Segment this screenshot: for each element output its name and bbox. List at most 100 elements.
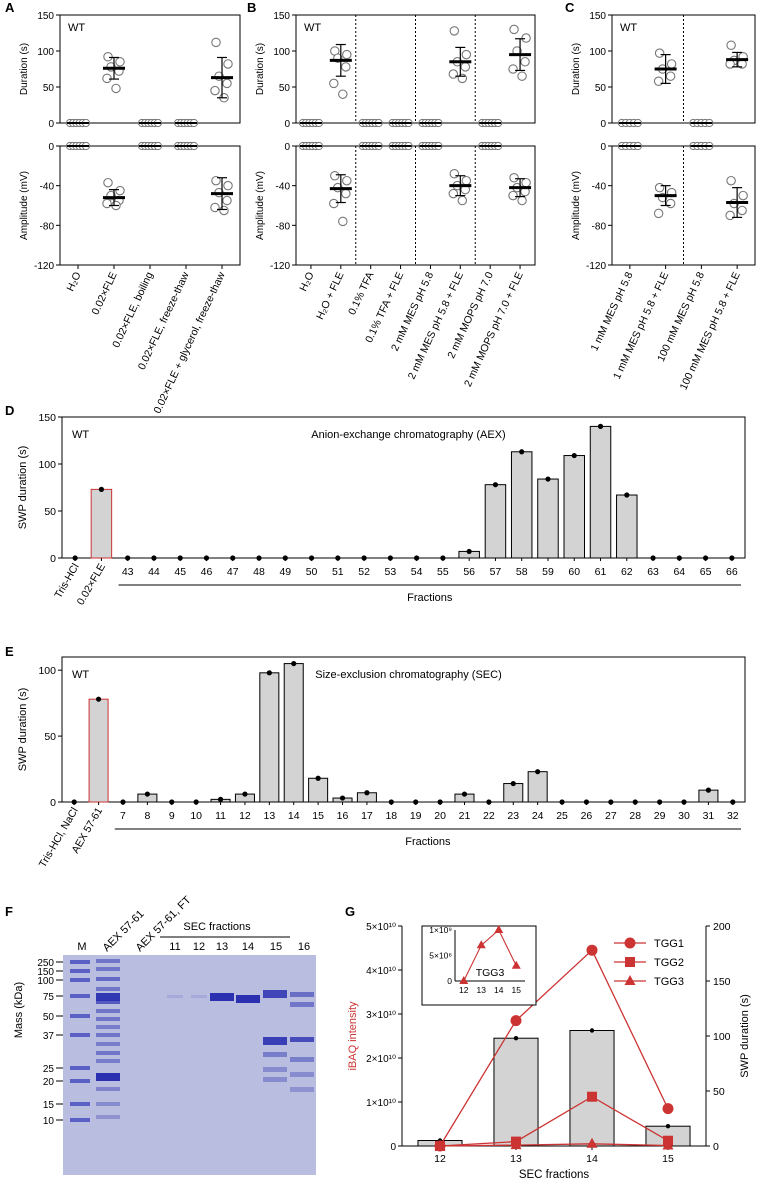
x-fraction-label: 14 bbox=[288, 810, 300, 822]
duration-bar bbox=[493, 1037, 539, 1147]
bar-point bbox=[364, 790, 370, 796]
duration-point bbox=[460, 62, 471, 72]
inset-tick-label: 1×10⁹ bbox=[429, 925, 452, 935]
amplitude-point bbox=[338, 216, 348, 227]
mass-tick-label: 10 bbox=[43, 1116, 55, 1127]
x-axis-label: Fractions bbox=[407, 592, 453, 604]
amplitude-tick-label: -40 bbox=[592, 182, 607, 193]
x-fraction-label: 31 bbox=[703, 810, 715, 822]
y-tick-label: 100 bbox=[38, 459, 56, 471]
y-tick-label: 0 bbox=[50, 797, 56, 809]
marker-band bbox=[70, 978, 90, 982]
x-fraction-label: 48 bbox=[253, 566, 265, 578]
x-fraction-label: 19 bbox=[410, 810, 422, 822]
marker-band bbox=[70, 1118, 90, 1122]
inset-x-label: 14 bbox=[494, 985, 504, 995]
sample-band bbox=[96, 1009, 120, 1013]
x-fraction-label: 26 bbox=[581, 810, 593, 822]
mass-tick-label: 25 bbox=[43, 1064, 55, 1075]
bar-point bbox=[98, 486, 105, 492]
legend-marker bbox=[624, 937, 636, 949]
amplitude-point bbox=[457, 195, 468, 206]
x-fraction-label: 45 bbox=[174, 566, 186, 578]
sample-band bbox=[290, 1057, 314, 1062]
chart-title: Size-exclusion chromatography (SEC) bbox=[315, 669, 501, 681]
x-fraction-label: 66 bbox=[726, 566, 738, 578]
duration-point bbox=[457, 73, 468, 84]
marker-band bbox=[70, 994, 90, 998]
mass-tick-label: 50 bbox=[43, 1012, 55, 1023]
duration-bar bbox=[569, 1030, 615, 1147]
amplitude-point bbox=[210, 202, 220, 213]
x-axis-label: SEC fractions bbox=[519, 1169, 590, 1181]
mass-tick-label: 150 bbox=[37, 967, 54, 978]
gel-lane-12: 12 bbox=[193, 941, 205, 953]
gel-marker-label: M bbox=[77, 941, 86, 953]
series-marker bbox=[587, 1091, 597, 1102]
series-line bbox=[439, 949, 669, 1147]
series-marker bbox=[510, 1139, 522, 1150]
duration-frame bbox=[59, 14, 241, 124]
duration-point bbox=[517, 71, 527, 81]
x-fraction-label: 46 bbox=[201, 566, 213, 578]
duration-ylabel: Duration (s) bbox=[19, 43, 30, 95]
marker-band bbox=[70, 1066, 90, 1070]
duration-point bbox=[521, 33, 531, 43]
bar-point bbox=[705, 787, 712, 793]
bar bbox=[537, 478, 559, 559]
duration-ylabel: Duration (s) bbox=[571, 43, 582, 95]
series-line bbox=[439, 1143, 669, 1147]
sample-band bbox=[290, 1002, 314, 1007]
mass-tick-label: 20 bbox=[43, 1077, 55, 1088]
x-fraction-label: 22 bbox=[483, 810, 495, 822]
amplitude-point bbox=[654, 182, 665, 193]
sample-band bbox=[96, 1102, 120, 1106]
x-fraction-label: 49 bbox=[279, 566, 291, 578]
marker-band bbox=[70, 960, 90, 964]
amplitude-tick-label: -120 bbox=[34, 261, 54, 272]
category-label: 0.1% TFA bbox=[346, 270, 376, 317]
x-fraction-label: 32 bbox=[727, 810, 739, 822]
duration-point bbox=[665, 1124, 671, 1129]
y-axis-label: SWP duration (s) bbox=[17, 688, 29, 772]
x-fraction-label: 58 bbox=[516, 566, 528, 578]
x-fraction-label: 28 bbox=[629, 810, 641, 822]
amplitude-ylabel: Amplitude (mV) bbox=[255, 171, 266, 240]
bar-point bbox=[242, 791, 248, 797]
amplitude-point bbox=[508, 190, 518, 201]
inset-marker bbox=[494, 925, 504, 933]
bar bbox=[563, 455, 585, 559]
legend-marker bbox=[625, 957, 635, 967]
duration-point bbox=[341, 62, 351, 72]
duration-point bbox=[342, 49, 352, 60]
x-fraction-label: 54 bbox=[411, 566, 423, 578]
legend-label: TGG3 bbox=[654, 976, 684, 988]
sample-band bbox=[290, 1037, 314, 1042]
left-tick-label: 4×10¹⁰ bbox=[366, 966, 396, 977]
x-tick-label: 15 bbox=[662, 1153, 674, 1165]
right-tick-label: 200 bbox=[713, 921, 731, 933]
sample-band bbox=[96, 1087, 120, 1091]
x-fraction-label: 23 bbox=[507, 810, 519, 822]
left-axis-label: iBAQ intensity bbox=[347, 1001, 359, 1071]
amplitude-point bbox=[342, 175, 352, 186]
amplitude-point bbox=[329, 198, 339, 209]
x-fraction-label: 24 bbox=[532, 810, 544, 822]
right-axis-label: SWP duration (s) bbox=[739, 994, 751, 1078]
bar-point bbox=[492, 482, 499, 488]
x-fraction-label: 11 bbox=[215, 810, 226, 822]
duration-point bbox=[653, 76, 664, 86]
amplitude-tick-label: -120 bbox=[586, 261, 606, 272]
y-tick-label: 50 bbox=[44, 506, 56, 518]
sample-band bbox=[236, 995, 260, 1003]
bar-point bbox=[315, 775, 321, 781]
x-fraction-label: 61 bbox=[595, 566, 607, 578]
duration-point bbox=[726, 40, 736, 50]
inset-marker bbox=[511, 960, 521, 969]
duration-tick-label: 50 bbox=[279, 83, 291, 94]
sample-band bbox=[96, 959, 120, 963]
x-fraction-label: 17 bbox=[361, 810, 373, 822]
legend-label: TGG1 bbox=[654, 938, 684, 950]
sample-band bbox=[96, 987, 120, 991]
amplitude-tick-label: 0 bbox=[600, 142, 606, 153]
